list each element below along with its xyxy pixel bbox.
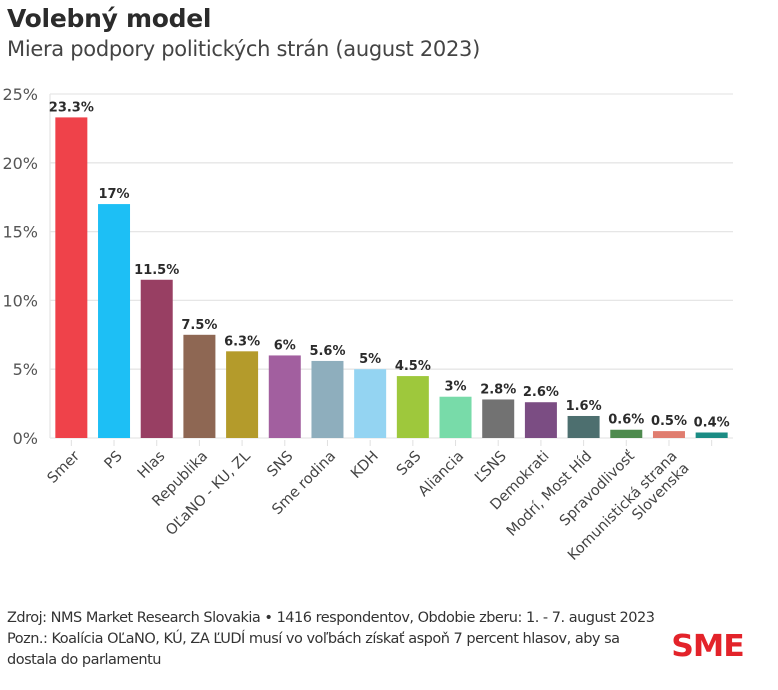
x-tick-label: SaS	[394, 448, 425, 479]
y-axis: 0% 5% 10% 15% 20% 25%	[2, 85, 51, 448]
x-tick-label-line: Aliancia	[416, 448, 468, 500]
x-tick-label-line: ĽSNS	[472, 448, 510, 486]
x-tick-label: Smer	[45, 448, 83, 486]
bar	[226, 351, 259, 438]
chart-subtitle: Miera podpory politických strán (august …	[7, 37, 480, 61]
x-tick-label: Hlas	[135, 448, 168, 481]
bar	[567, 415, 600, 438]
bar	[396, 376, 429, 438]
value-label: 5.6%	[309, 344, 345, 359]
x-tick-label-line: PS	[102, 448, 126, 472]
bar-chart: 0% 5% 10% 15% 20% 25% 23.3% 17% 11.5% 7.5% 6.3% 6%…	[2, 85, 733, 564]
x-tick-label: Spravodlivosť	[557, 448, 638, 529]
value-label: 2.8%	[480, 382, 516, 397]
bar	[354, 369, 387, 438]
footer: Zdroj: NMS Market Research Slovakia • 14…	[7, 608, 657, 671]
x-tick-label-line: SaS	[394, 448, 425, 479]
bar	[55, 117, 88, 438]
value-label: 0.4%	[694, 415, 730, 430]
bar	[524, 402, 557, 438]
x-tick-label: KDH	[348, 448, 382, 482]
y-tick-label: 0%	[13, 429, 38, 448]
x-tick-label-line: Hlas	[135, 448, 168, 481]
value-label: 0.5%	[651, 414, 687, 429]
x-tick-label-line: KDH	[348, 448, 382, 482]
x-tick-label: SNS	[264, 448, 296, 480]
value-label: 5%	[359, 352, 381, 367]
sme-logo: SME	[671, 629, 744, 664]
bar	[610, 429, 643, 438]
bar	[140, 279, 173, 438]
bar	[652, 431, 685, 438]
value-label: 1.6%	[566, 399, 602, 414]
bar	[98, 204, 131, 438]
x-tick-label: Aliancia	[416, 448, 468, 500]
value-label: 23.3%	[49, 100, 94, 115]
y-tick-label: 20%	[2, 154, 38, 173]
value-label: 2.6%	[523, 385, 559, 400]
bar	[695, 432, 728, 438]
bar	[439, 396, 472, 438]
bars	[55, 117, 728, 438]
value-label: 0.6%	[608, 413, 644, 428]
x-tick-label: ĽSNS	[472, 448, 510, 486]
y-tick-label: 25%	[2, 85, 38, 104]
footnote: Pozn.: Koalícia OĽaNO, KÚ, ZA ĽUDÍ musí …	[7, 631, 620, 668]
value-label: 6.3%	[224, 334, 260, 349]
y-tick-label: 5%	[13, 360, 38, 379]
x-tick-label-line: Smer	[45, 448, 83, 486]
bar	[183, 334, 216, 438]
chart-title: Volebný model	[7, 4, 212, 33]
bar	[482, 399, 515, 438]
value-label: 4.5%	[395, 359, 431, 374]
value-label: 11.5%	[134, 263, 179, 278]
bar	[268, 355, 301, 438]
value-label: 3%	[444, 380, 466, 395]
bar	[311, 360, 344, 438]
x-tick-label-line: Spravodlivosť	[557, 448, 638, 529]
value-label: 7.5%	[181, 318, 217, 333]
value-label: 17%	[98, 187, 129, 202]
value-labels: 23.3% 17% 11.5% 7.5% 6.3% 6% 5.6% 5% 4.5% 3% 2.8% 2…	[49, 100, 730, 430]
y-tick-label: 10%	[2, 291, 38, 310]
y-tick-label: 15%	[2, 223, 38, 242]
x-tick-label-line: SNS	[264, 448, 296, 480]
value-label: 6%	[274, 338, 296, 353]
x-tick-label: PS	[102, 448, 126, 472]
source-note: Zdroj: NMS Market Research Slovakia • 14…	[7, 610, 655, 626]
